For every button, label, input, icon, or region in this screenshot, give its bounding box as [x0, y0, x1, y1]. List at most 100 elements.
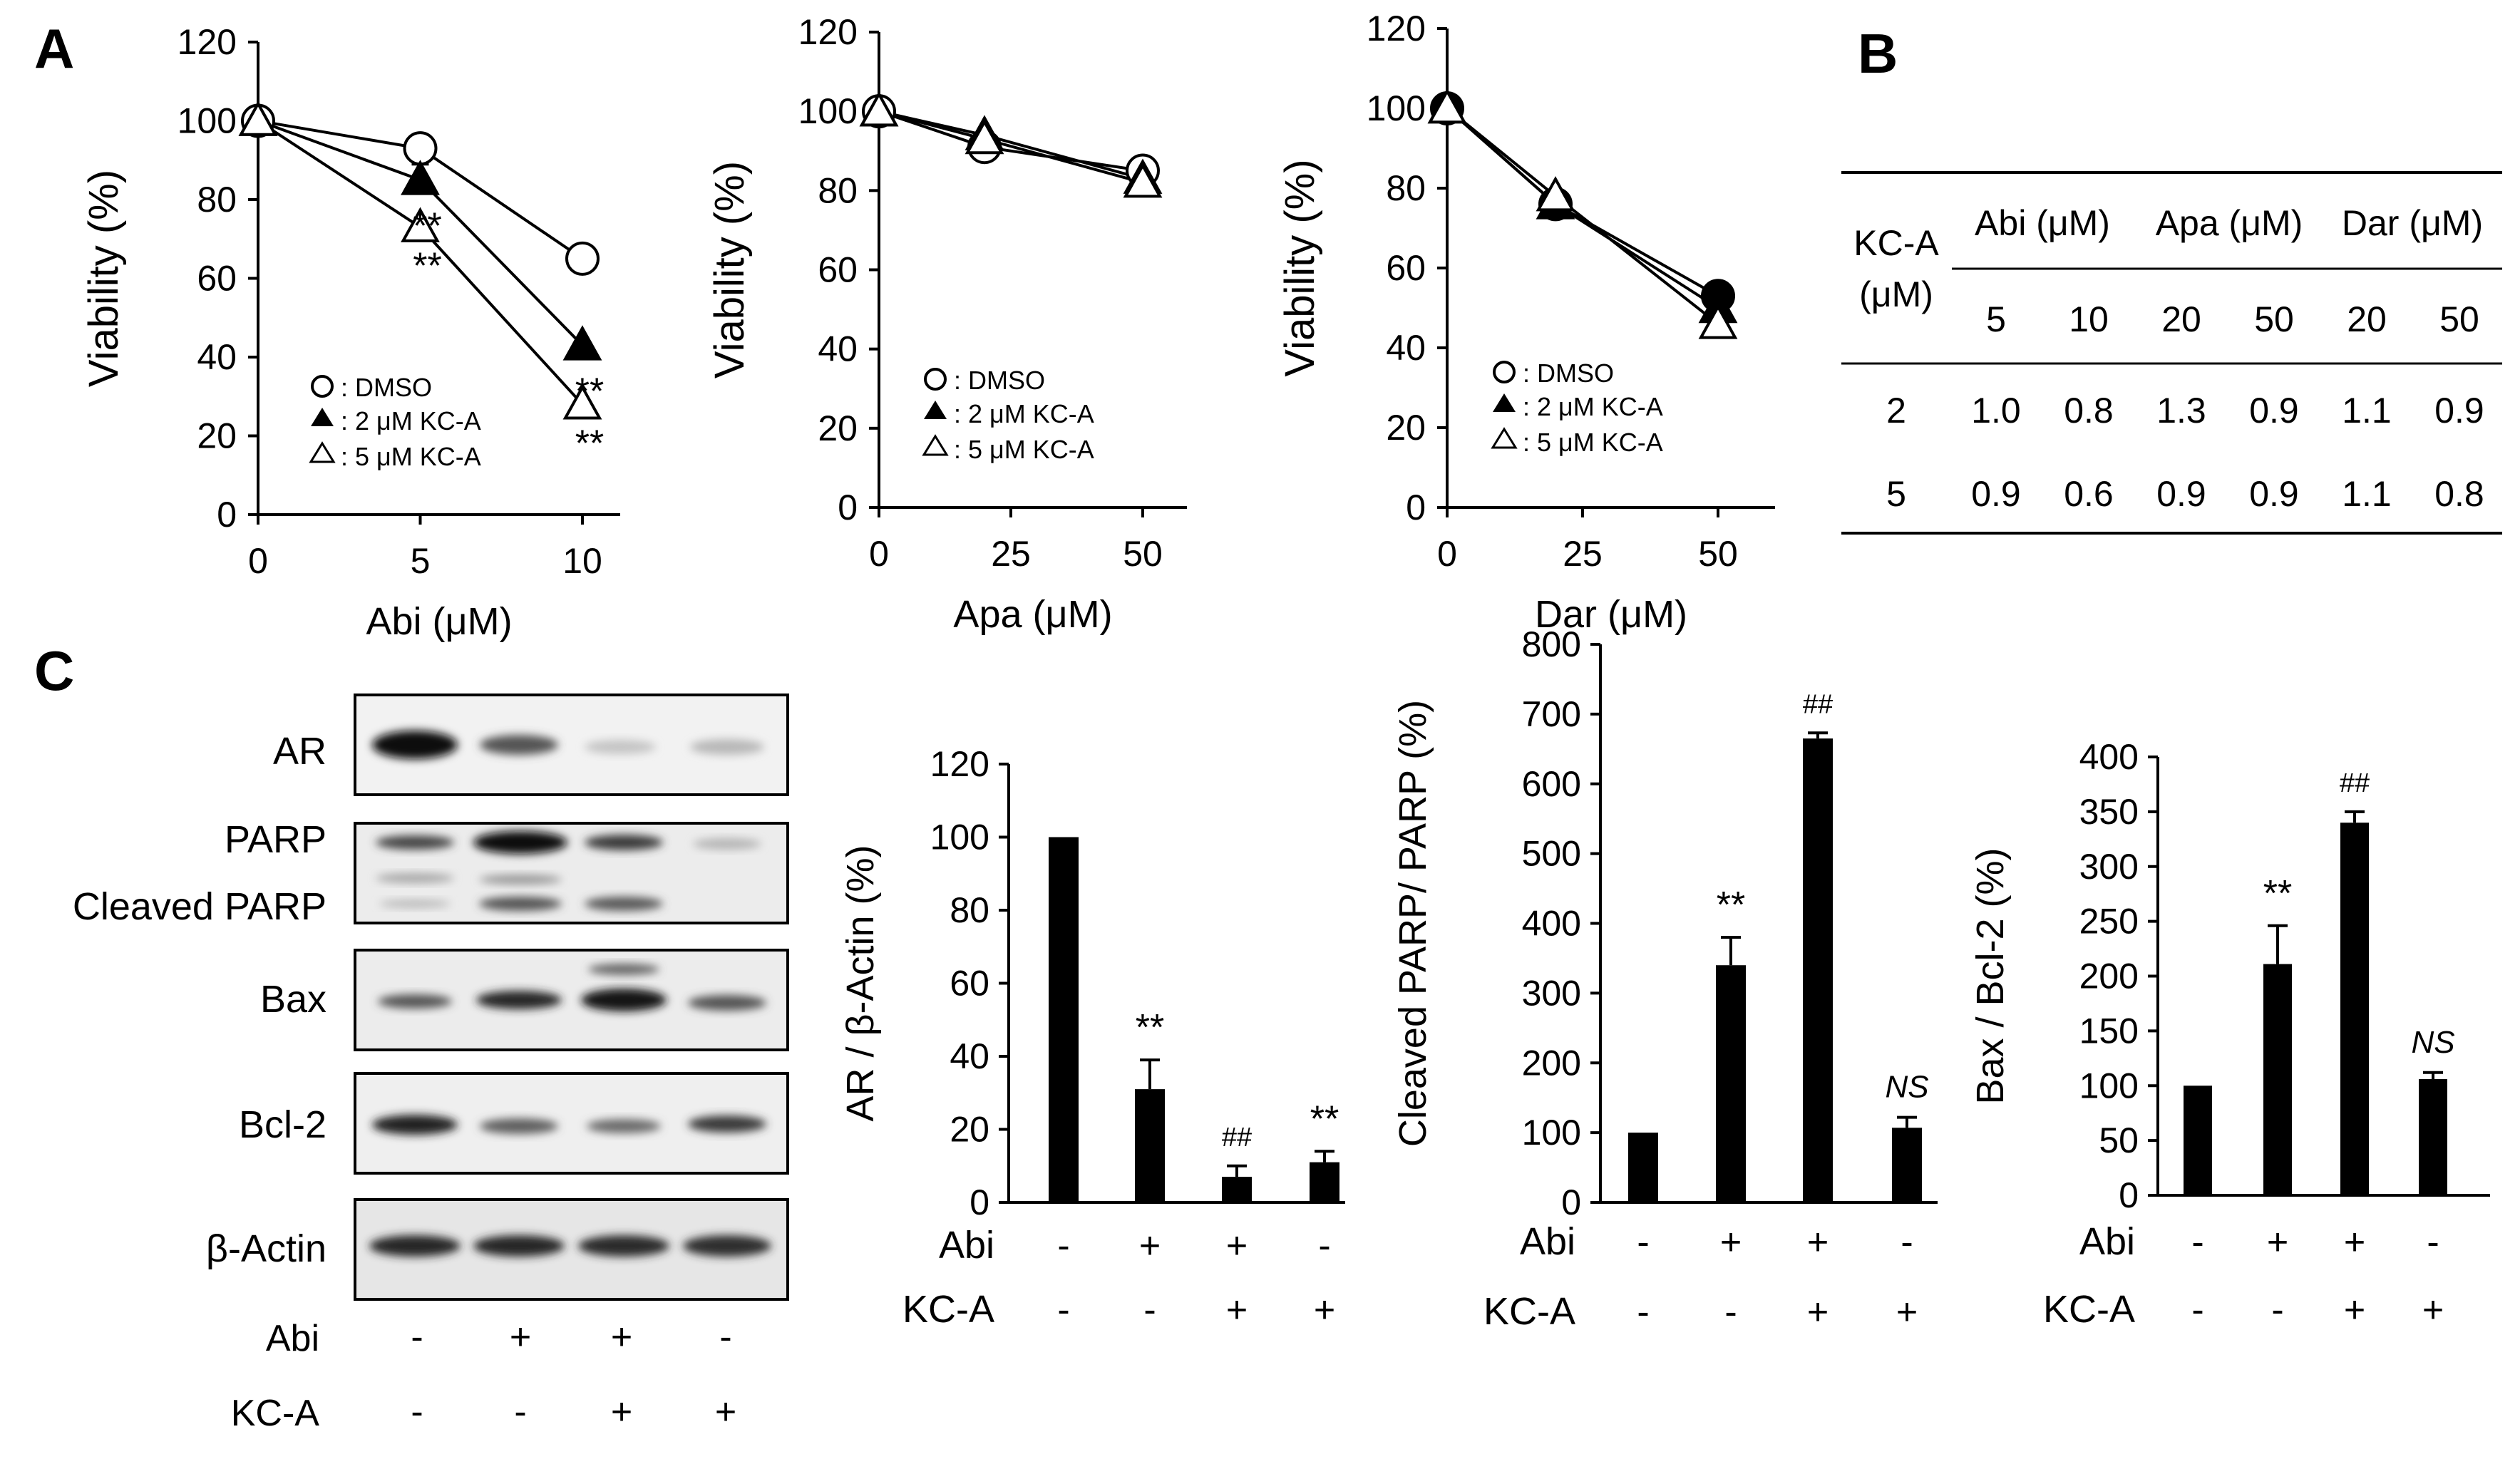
blot-abi-label: Abi: [266, 1318, 319, 1359]
blot-band: [581, 989, 667, 1011]
table-cell: 1.1: [2342, 474, 2392, 514]
y-axis-label: Bax / Bcl-2 (%): [1969, 847, 2012, 1104]
y-tick-label: 80: [818, 170, 858, 210]
legend-dmso-text: : DMSO: [954, 366, 1045, 395]
significance-label: NS: [1885, 1070, 1928, 1105]
data-point-marker: [401, 160, 440, 195]
blot-label-bax: Bax: [260, 978, 326, 1021]
x-tick-label: 0: [1437, 534, 1457, 574]
legend-apa: : DMSO : 2 μM KC-A : 5 μM KC-A: [922, 366, 1094, 464]
bar: [2184, 1086, 2212, 1195]
table-conc: 50: [2439, 299, 2479, 339]
blot-kca-sign: -: [411, 1391, 423, 1433]
bar: [1803, 738, 1833, 1202]
blot-band: [588, 964, 659, 975]
legend-open-triangle-icon: [922, 434, 949, 456]
y-tick-label: 100: [1367, 88, 1426, 128]
panel-label-a: A: [34, 17, 74, 80]
y-tick-label: 120: [178, 22, 237, 62]
bar: [1716, 965, 1746, 1202]
kca-sign: +: [1226, 1289, 1248, 1331]
x-tick-label: 5: [411, 541, 431, 581]
data-point-marker: [859, 91, 899, 127]
blot-abi-sign: -: [411, 1316, 423, 1358]
blot-band: [693, 838, 761, 850]
table-cell: 1.3: [2156, 391, 2206, 431]
y-tick-label: 40: [950, 1036, 989, 1076]
table-cell: 0.9: [2249, 391, 2299, 431]
kca-sign: +: [1807, 1292, 1829, 1333]
kca-sign: -: [2191, 1289, 2203, 1331]
blot-box-ar: [354, 694, 789, 796]
abi-sign: +: [1226, 1225, 1248, 1267]
blot-band: [683, 1235, 771, 1257]
kca-sign: +: [2422, 1289, 2444, 1331]
table-group-apa: Apa (μM): [2156, 203, 2303, 243]
legend-open-circle-icon: [311, 375, 334, 398]
bar-chart-cleaved-parp: 0 100 200 300 400 500 600 700 800 Cleaved PARP/ P…: [1392, 624, 1938, 1333]
blot-abi-sign: +: [510, 1316, 531, 1358]
y-tick-label: 120: [798, 12, 858, 52]
bar: [2340, 823, 2369, 1195]
abi-sign: +: [1139, 1225, 1161, 1267]
abi-row-label: Abi: [939, 1224, 994, 1267]
y-tick-label: 60: [818, 250, 858, 290]
table-cell: 0.9: [2249, 474, 2299, 514]
blot-band: [585, 897, 663, 911]
x-tick-label: 25: [991, 534, 1031, 574]
significance-label: **: [1717, 885, 1745, 926]
bar: [1135, 1089, 1165, 1202]
kca-sign: -: [1057, 1289, 1069, 1331]
bar: [1628, 1133, 1658, 1202]
significance-label: **: [413, 246, 441, 287]
data-point-marker: [562, 325, 602, 361]
bar: [1892, 1128, 1922, 1202]
y-tick-label: 20: [950, 1110, 989, 1150]
blot-box-parp: [354, 822, 789, 924]
significance-label: **: [575, 423, 604, 464]
y-tick-label: 600: [1522, 764, 1581, 804]
table-row-kca: 2: [1886, 391, 1906, 431]
table-cell: 1.0: [1971, 391, 2021, 431]
data-point-marker: [403, 131, 438, 166]
blot-abi-sign: +: [611, 1316, 632, 1358]
x-tick-label: 25: [1563, 534, 1603, 574]
kca-sign: -: [1143, 1289, 1156, 1331]
significance-label: ##: [1803, 689, 1833, 719]
abi-sign: -: [1637, 1222, 1649, 1263]
blot-band: [587, 1119, 661, 1133]
blot-band: [578, 1235, 669, 1257]
data-point-marker: [1536, 176, 1575, 212]
abi-sign: +: [2344, 1222, 2365, 1263]
blot-box-bcl2: [354, 1072, 789, 1175]
y-axis-label: Cleaved PARP/ PARP (%): [1392, 700, 1434, 1147]
legend-dmso-text: : DMSO: [1523, 359, 1614, 388]
panel-label-c: C: [34, 639, 74, 702]
legend-open-circle-icon: [1493, 361, 1516, 383]
panel-label-b: B: [1858, 22, 1898, 85]
series-line-2: [1446, 107, 1719, 325]
table-cell: 0.9: [1971, 474, 2021, 514]
significance-label: **: [1136, 1007, 1164, 1048]
y-tick-label: 120: [1367, 9, 1426, 48]
x-tick-label: 50: [1698, 534, 1738, 574]
western-blot: AR PARP Cleaved PARP Bax Bcl-2 β-Actin: [73, 694, 789, 1434]
ratio-table: KC-A (μM) Abi (μM) Apa (μM) Dar (μM) 5 1…: [1841, 171, 2502, 535]
blot-box-bax: [354, 949, 789, 1051]
x-tick-label: 50: [1123, 534, 1163, 574]
abi-sign: +: [1807, 1222, 1829, 1263]
table-cell: 0.8: [2064, 391, 2114, 431]
legend-open-circle-icon: [924, 368, 947, 391]
legend-open-triangle-icon: [309, 441, 336, 463]
blot-band: [688, 1115, 766, 1133]
y-tick-label: 300: [2079, 847, 2139, 887]
blot-label-ar: AR: [273, 730, 326, 773]
legend-kca5-text: : 5 μM KC-A: [954, 435, 1094, 464]
y-tick-label: 0: [970, 1182, 989, 1222]
table-cell: 0.8: [2434, 474, 2484, 514]
kca-row-label: KC-A: [1483, 1290, 1575, 1333]
kca-sign: +: [2344, 1289, 2365, 1331]
blot-band: [476, 991, 562, 1009]
y-tick-label: 0: [838, 488, 858, 527]
y-tick-label: 50: [2099, 1120, 2139, 1160]
